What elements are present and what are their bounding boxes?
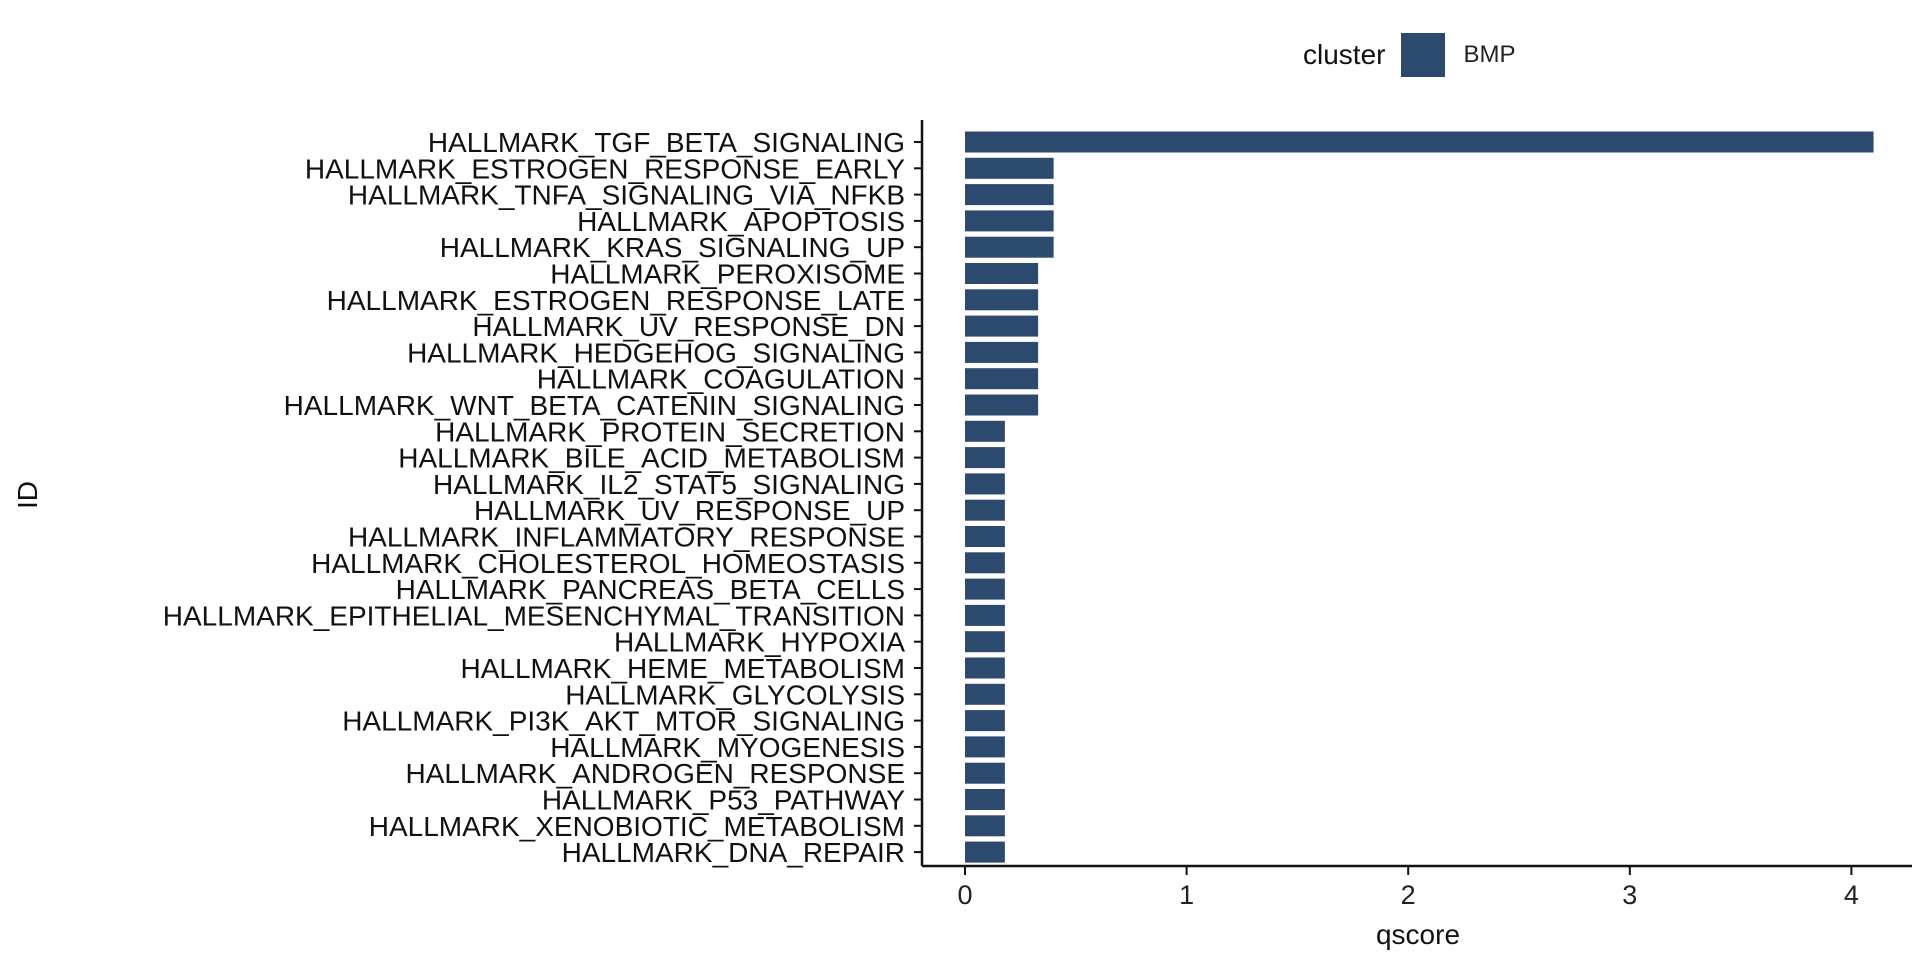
y-tick-label: HALLMARK_P53_PATHWAY [542, 785, 905, 816]
bar-hallmark-inflammatory-response [965, 526, 1005, 547]
y-tick-label: HALLMARK_PROTEIN_SECRETION [435, 416, 905, 447]
legend-title: cluster [1303, 39, 1386, 70]
x-tick-label: 1 [1179, 880, 1194, 910]
x-axis-title: qscore [1376, 919, 1460, 950]
bar-hallmark-estrogen-response-late [965, 289, 1039, 311]
y-tick-label: HALLMARK_KRAS_SIGNALING_UP [440, 232, 905, 263]
bar-hallmark-cholesterol-homeostasis [965, 552, 1005, 574]
bar-hallmark-wnt-beta-catenin-signaling [965, 394, 1039, 416]
x-tick-label: 2 [1401, 880, 1416, 910]
bar-hallmark-androgen-response [965, 762, 1005, 784]
y-tick-label: HALLMARK_ESTROGEN_RESPONSE_EARLY [305, 153, 905, 184]
y-tick-label: HALLMARK_TNFA_SIGNALING_VIA_NFKB [348, 180, 905, 211]
bar-hallmark-uv-response-up [965, 499, 1005, 521]
y-tick-label: HALLMARK_APOPTOSIS [577, 206, 905, 237]
bar-hallmark-pancreas-beta-cells [965, 578, 1005, 600]
y-tick-label: HALLMARK_HYPOXIA [614, 627, 905, 658]
bar-hallmark-p53-pathway [965, 789, 1005, 810]
y-tick-label: HALLMARK_BILE_ACID_METABOLISM [398, 443, 905, 474]
bar-hallmark-heme-metabolism [965, 657, 1005, 679]
bar-hallmark-il2-stat5-signaling [965, 473, 1005, 495]
bar-hallmark-bile-acid-metabolism [965, 447, 1005, 469]
bar-hallmark-pi3k-akt-mtor-signaling [965, 710, 1005, 732]
y-tick-label: HALLMARK_PANCREAS_BETA_CELLS [396, 574, 905, 605]
legend-label-bmp: BMP [1463, 41, 1516, 68]
bar-hallmark-xenobiotic-metabolism [965, 815, 1005, 837]
bar-hallmark-hedgehog-signaling [965, 341, 1039, 363]
bar-hallmark-hypoxia [965, 631, 1005, 653]
y-tick-label: HALLMARK_UV_RESPONSE_UP [474, 495, 905, 526]
bar-hallmark-kras-signaling-up [965, 236, 1054, 258]
bar-hallmark-tnfa-signaling-via-nfkb [965, 184, 1054, 206]
bar-hallmark-epithelial-mesenchymal-transition [965, 604, 1005, 626]
bar-hallmark-tgf-beta-signaling [965, 131, 1874, 153]
y-tick-label: HALLMARK_CHOLESTEROL_HOMEOSTASIS [311, 548, 905, 579]
y-tick-label: HALLMARK_COAGULATION [537, 364, 905, 395]
bar-hallmark-coagulation [965, 368, 1039, 390]
bar-hallmark-dna-repair [965, 841, 1005, 863]
y-axis-title: ID [12, 481, 43, 509]
y-tick-label: HALLMARK_XENOBIOTIC_METABOLISM [369, 811, 905, 842]
y-tick-label: HALLMARK_EPITHELIAL_MESENCHYMAL_TRANSITI… [163, 600, 905, 631]
y-tick-label: HALLMARK_INFLAMMATORY_RESPONSE [348, 522, 905, 553]
bar-hallmark-protein-secretion [965, 420, 1005, 442]
y-tick-label: HALLMARK_GLYCOLYSIS [565, 679, 905, 710]
bar-hallmark-peroxisome [965, 263, 1039, 284]
y-tick-label: HALLMARK_ESTROGEN_RESPONSE_LATE [327, 285, 905, 316]
y-tick-label: HALLMARK_IL2_STAT5_SIGNALING [433, 469, 905, 500]
x-tick-label: 4 [1844, 880, 1859, 910]
y-tick-label: HALLMARK_UV_RESPONSE_DN [472, 311, 905, 342]
y-tick-label: HALLMARK_HEDGEHOG_SIGNALING [407, 337, 905, 368]
x-tick-label: 3 [1622, 880, 1637, 910]
y-tick-label: HALLMARK_PI3K_AKT_MTOR_SIGNALING [342, 706, 905, 737]
y-tick-label: HALLMARK_ANDROGEN_RESPONSE [406, 758, 905, 789]
x-tick-label: 0 [957, 880, 972, 910]
bar-hallmark-estrogen-response-early [965, 157, 1054, 179]
y-tick-label: HALLMARK_PEROXISOME [550, 259, 905, 290]
bar-hallmark-glycolysis [965, 683, 1005, 705]
bar-group [965, 131, 1874, 863]
y-tick-label: HALLMARK_MYOGENESIS [550, 732, 905, 763]
y-tick-label: HALLMARK_HEME_METABOLISM [461, 653, 906, 684]
bar-hallmark-apoptosis [965, 210, 1054, 232]
x-axis-ticks: 0 1 2 3 4 [957, 866, 1859, 910]
y-tick-label: HALLMARK_TGF_BETA_SIGNALING [428, 127, 905, 158]
legend-key-bmp [1401, 33, 1446, 77]
y-tick-label: HALLMARK_DNA_REPAIR [562, 837, 905, 868]
y-tick-labels: HALLMARK_TGF_BETA_SIGNALINGHALLMARK_ESTR… [163, 127, 922, 868]
y-tick-label: HALLMARK_WNT_BETA_CATENIN_SIGNALING [284, 390, 905, 421]
bar-hallmark-uv-response-dn [965, 315, 1039, 337]
legend: cluster BMP [1303, 30, 1515, 80]
bar-hallmark-myogenesis [965, 736, 1005, 758]
